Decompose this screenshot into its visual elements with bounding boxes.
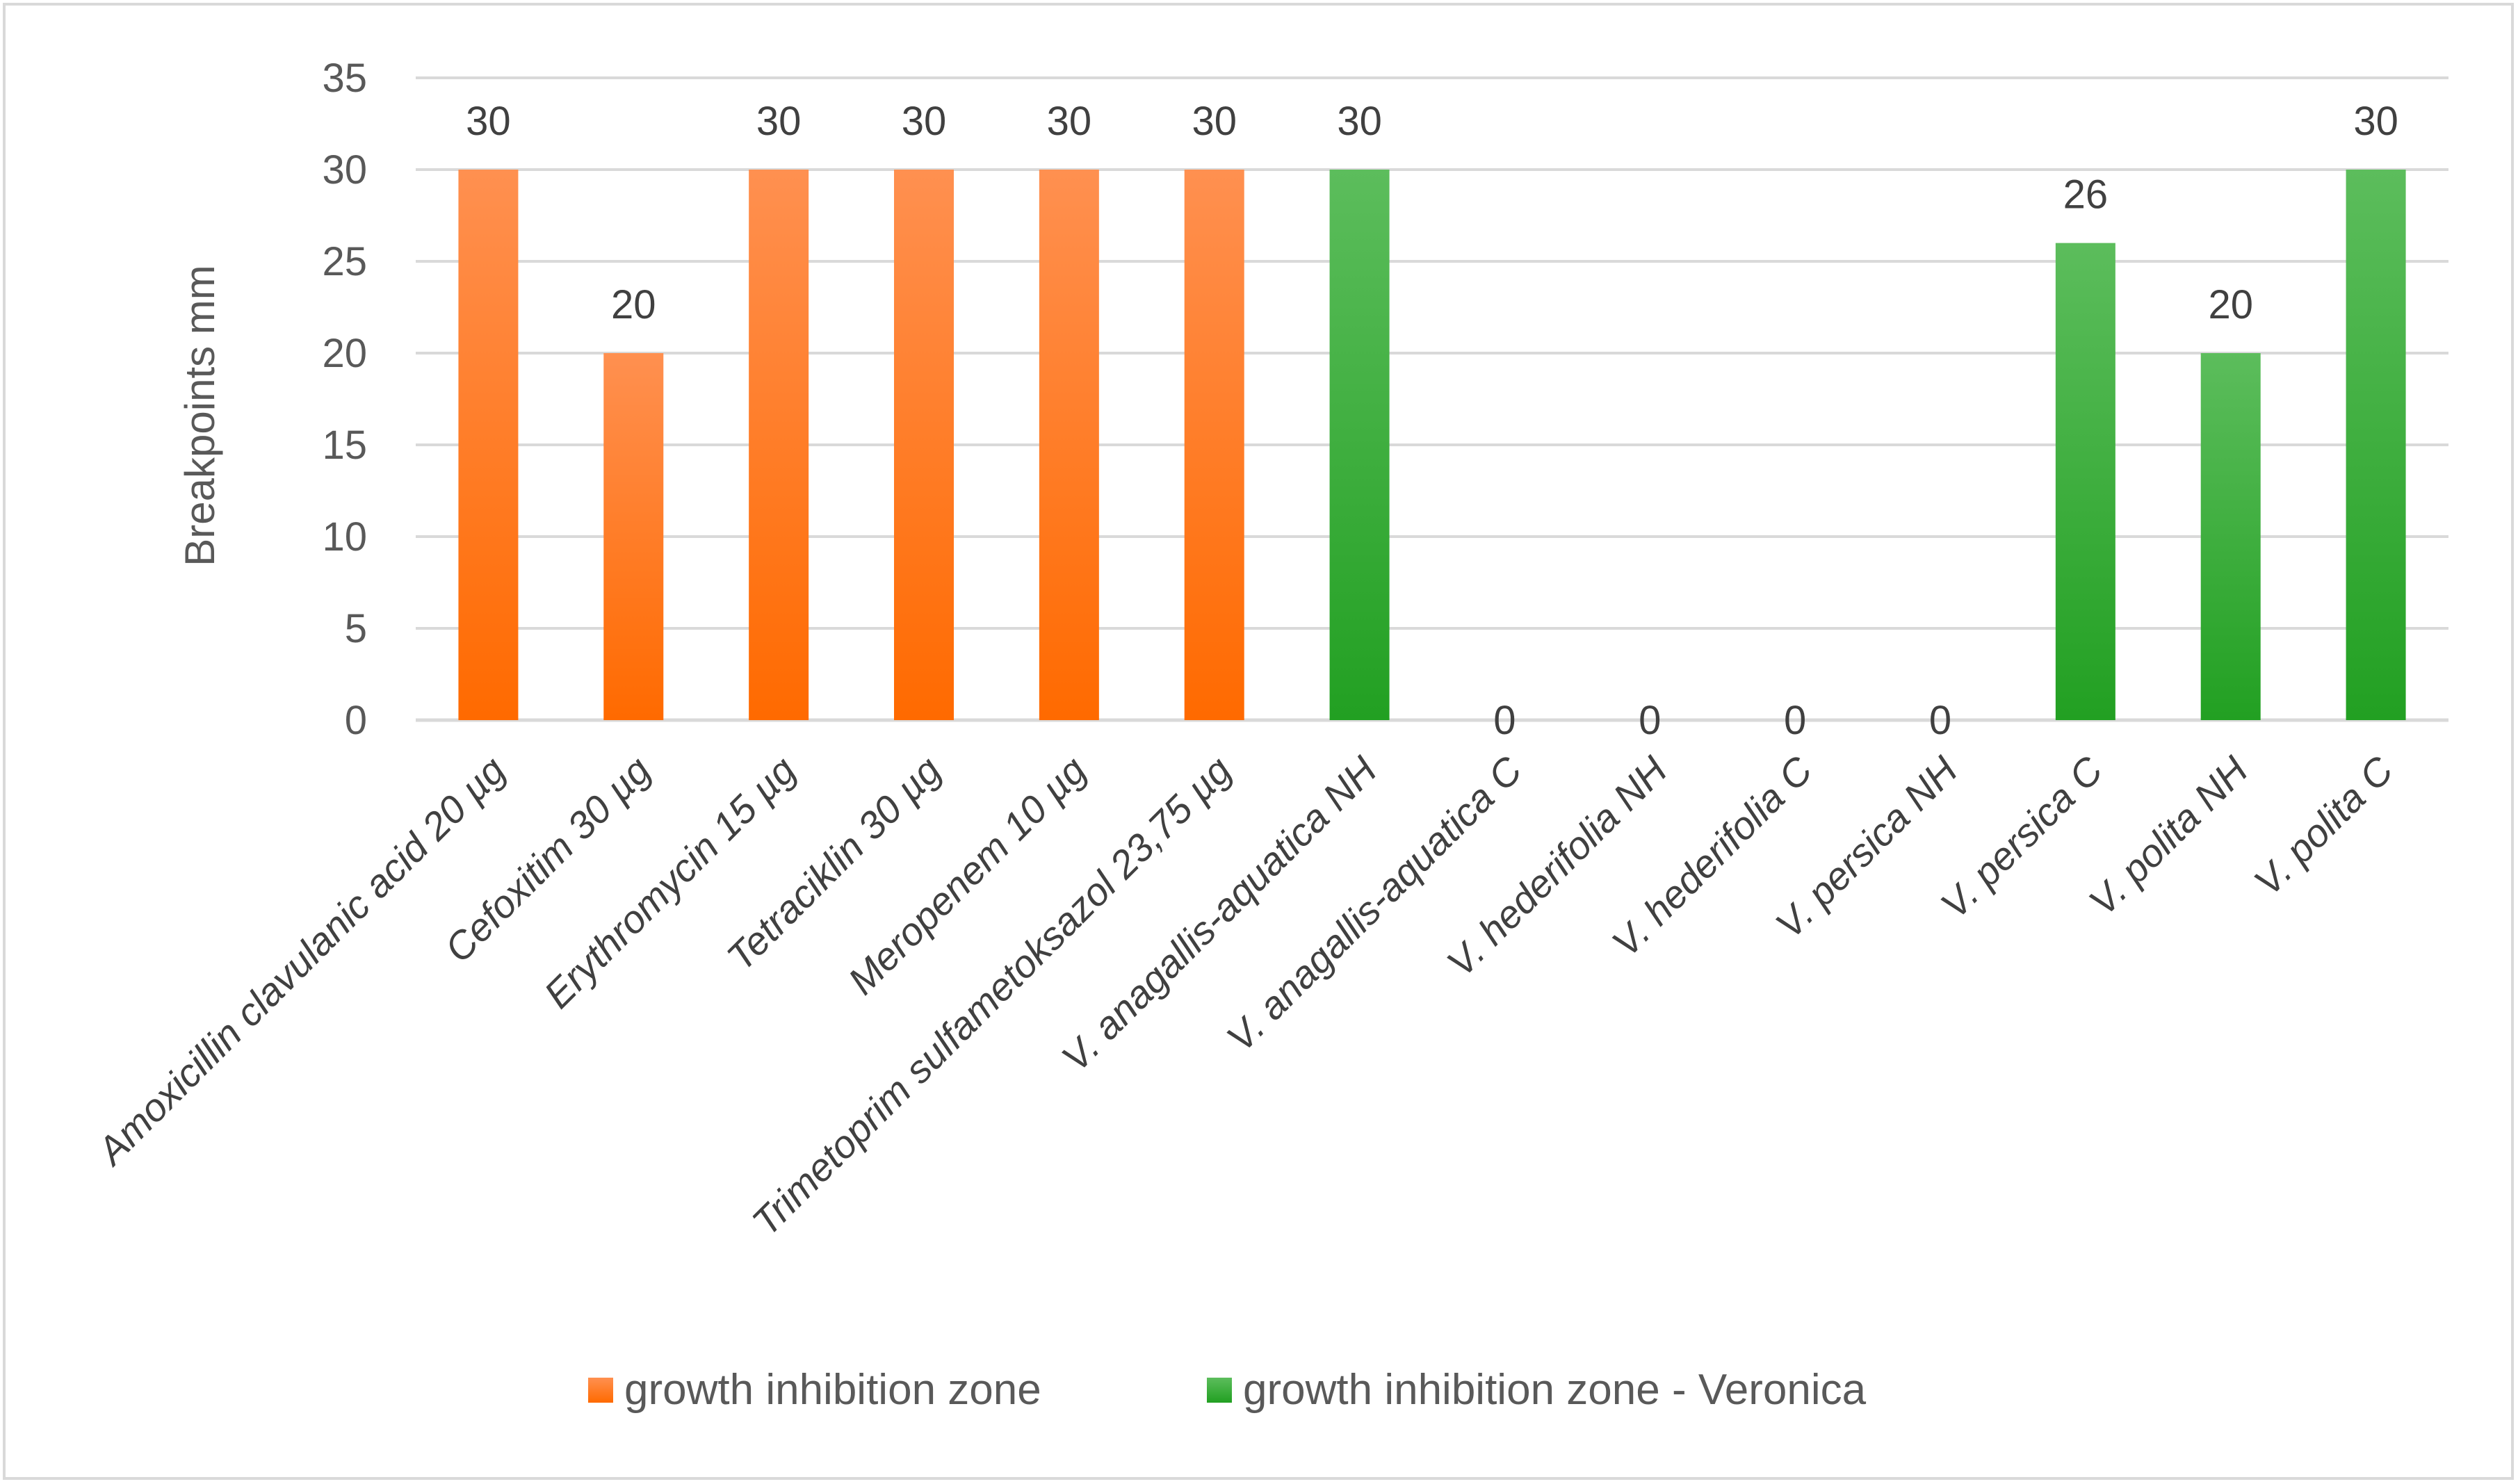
category-label: V. polita C (2245, 748, 2402, 904)
bar (2346, 170, 2406, 720)
data-label: 0 (1784, 698, 1806, 743)
data-label: 20 (2208, 282, 2253, 327)
data-label: 26 (2063, 172, 2109, 218)
data-label: 30 (902, 99, 947, 144)
bar (2200, 353, 2261, 720)
y-axis-ticks: 0 5 10 15 20 25 30 35 (322, 56, 367, 743)
category-label: V. polita NH (2080, 748, 2256, 924)
bar (458, 170, 519, 720)
category-label: V. anagallis-aquatica C (1218, 748, 1530, 1060)
bar (1329, 170, 1390, 720)
bars (458, 170, 2406, 721)
y-tick-label: 10 (322, 514, 367, 560)
data-label: 0 (1639, 698, 1661, 743)
bar (1184, 170, 1244, 720)
data-label: 30 (2353, 99, 2398, 144)
bar (2055, 243, 2115, 721)
category-label: Amoxicillin clavulanic acid 20 µg (88, 748, 514, 1174)
data-label: 30 (1047, 99, 1092, 144)
category-label: Meropenem 10 µg (840, 748, 1095, 1003)
bar (603, 353, 664, 720)
y-tick-label: 25 (322, 239, 367, 284)
y-tick-label: 15 (322, 423, 367, 468)
data-label: 30 (466, 99, 511, 144)
y-tick-label: 5 (345, 606, 367, 651)
data-labels: 30 20 30 30 30 30 30 0 0 0 0 26 20 30 (466, 99, 2398, 743)
data-label: 30 (1192, 99, 1237, 144)
category-labels: Amoxicillin clavulanic acid 20 µgCefoxit… (88, 748, 2402, 1244)
category-label: Erythromycin 15 µg (535, 748, 804, 1016)
data-label: 0 (1929, 698, 1951, 743)
y-tick-label: 30 (322, 147, 367, 193)
gridlines (416, 76, 2448, 722)
legend-label-green: growth inhibition zone - Veronica (1243, 1366, 1867, 1414)
bar (894, 170, 954, 720)
legend-label-orange: growth inhibition zone (624, 1366, 1041, 1414)
legend-swatch-orange (588, 1378, 613, 1403)
legend-swatch-green (1207, 1378, 1232, 1403)
bar (749, 170, 809, 720)
data-label: 20 (611, 282, 656, 327)
data-label: 30 (1337, 99, 1382, 144)
chart-frame: 0 5 10 15 20 25 30 35 30 20 30 30 30 30 30 0 0 0 0 26 20 30 … (3, 3, 2514, 1480)
data-label: 30 (756, 99, 802, 144)
y-tick-label: 35 (322, 56, 367, 101)
y-axis-title: Breakpoints mm (177, 265, 223, 566)
y-tick-label: 0 (345, 698, 367, 743)
legend: growth inhibition zone growth inhibition… (588, 1366, 1867, 1414)
y-tick-label: 20 (322, 331, 367, 376)
bar (1039, 170, 1099, 720)
data-label: 0 (1493, 698, 1516, 743)
